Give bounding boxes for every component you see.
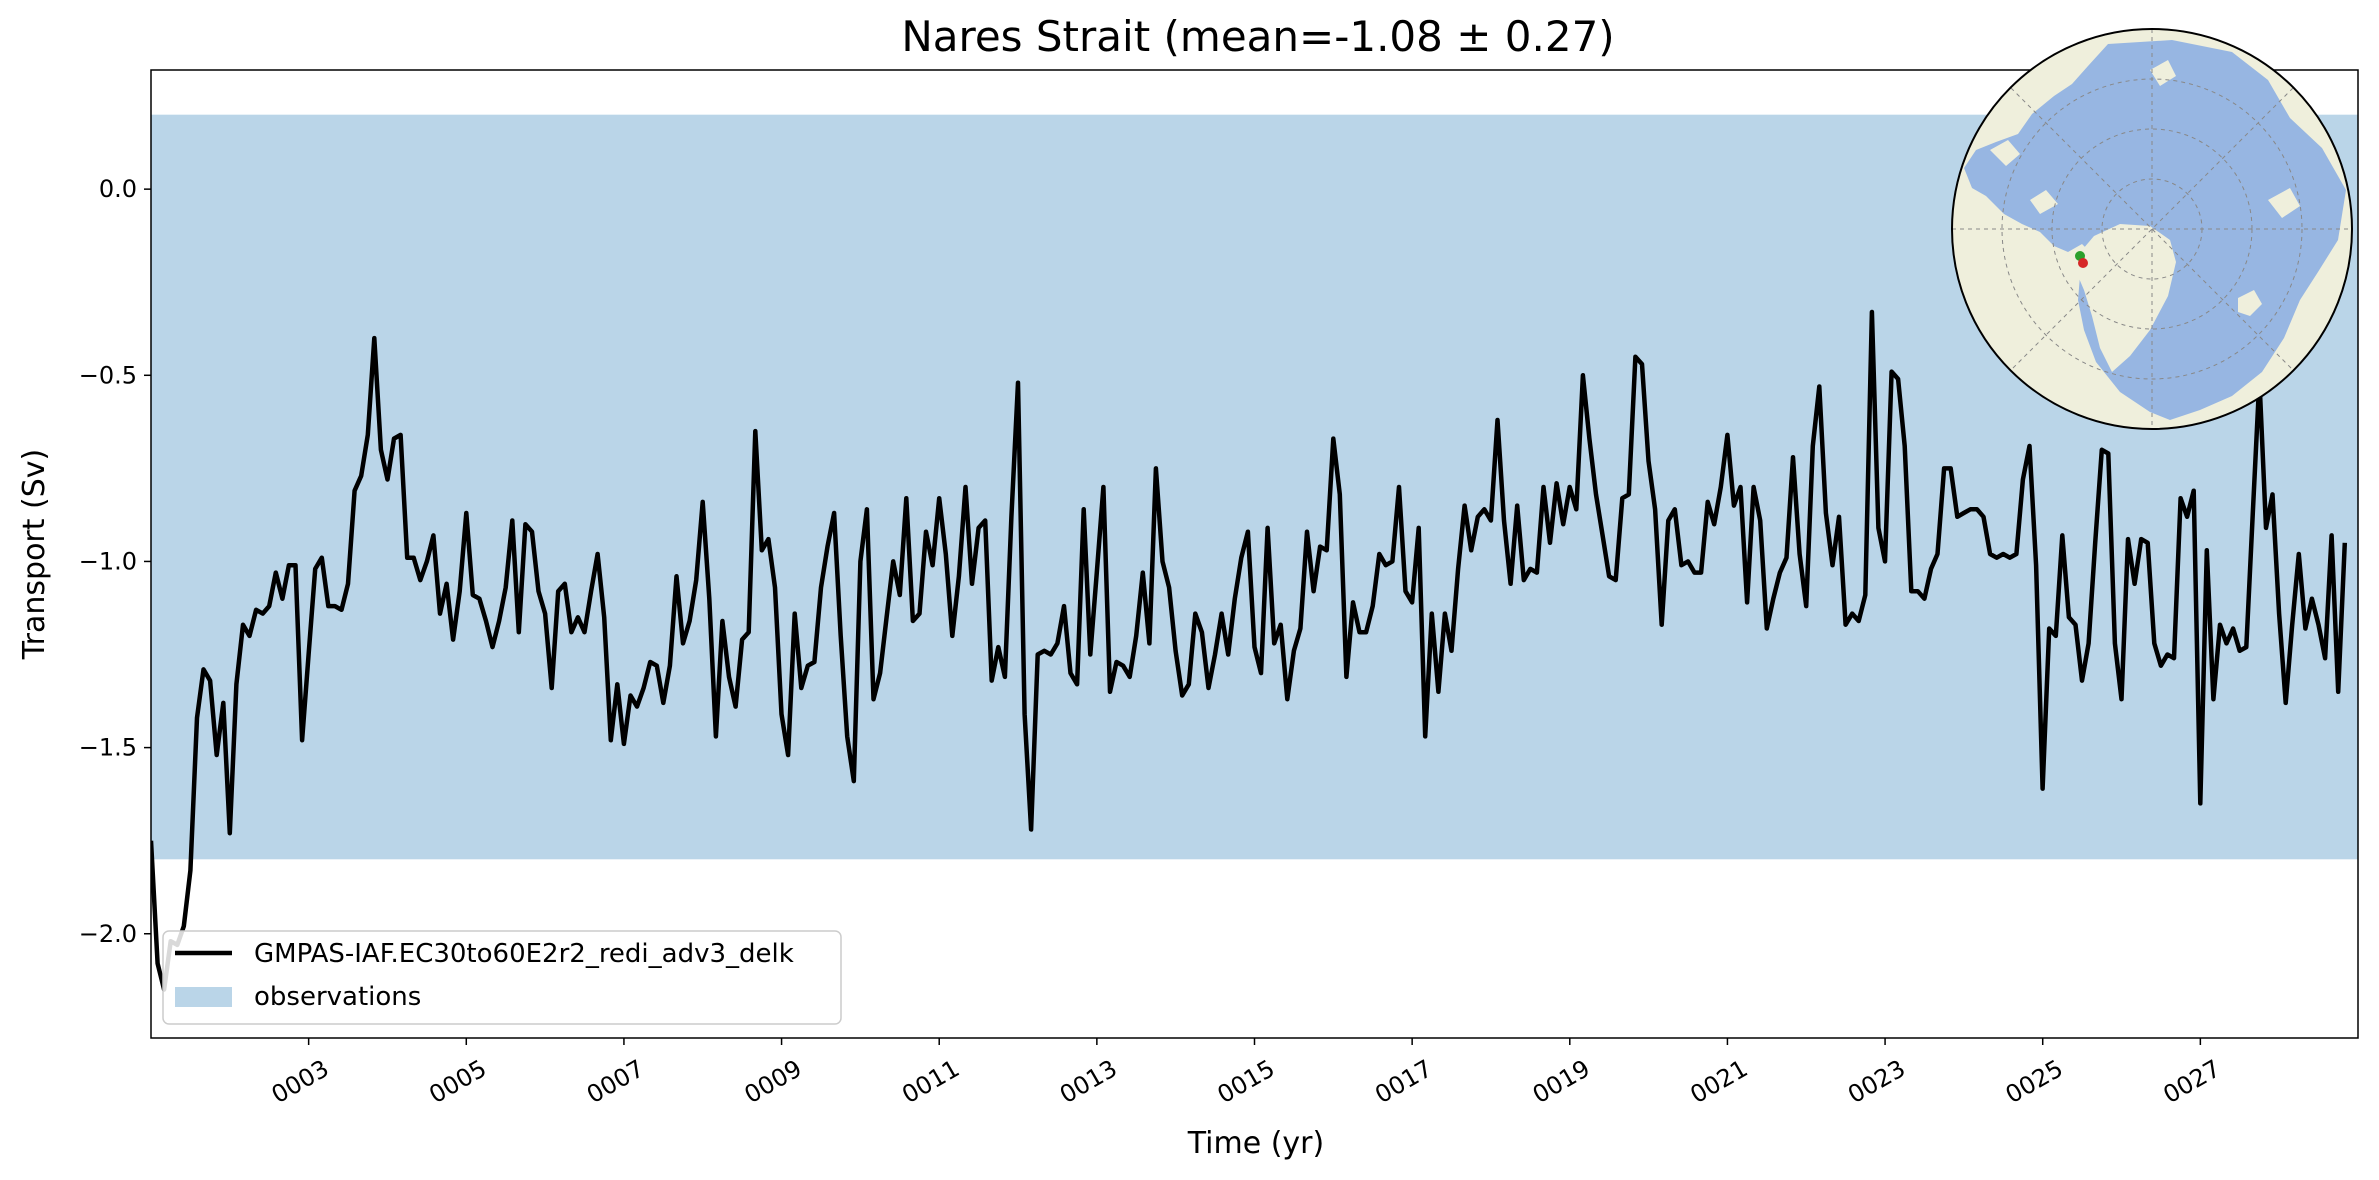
x-tick-label: 0005 <box>424 1054 491 1109</box>
x-tick-label: 0025 <box>2001 1054 2068 1109</box>
map-svalbard <box>2238 290 2262 316</box>
x-tick-label: 0013 <box>1055 1054 1122 1109</box>
y-tick-label: 0.0 <box>99 175 137 203</box>
x-axis-label: Time (yr) <box>1187 1126 1324 1161</box>
map-greenland <box>2072 224 2176 372</box>
x-tick-label: 0007 <box>582 1054 649 1109</box>
legend-observations-label: observations <box>254 982 421 1012</box>
inset-map <box>1951 28 2353 430</box>
legend-series-label: GMPAS-IAF.EC30to60E2r2_redi_adv3_delk <box>254 939 794 969</box>
y-tick-label: −2.0 <box>79 920 137 948</box>
x-tick-label: 0015 <box>1213 1054 1280 1109</box>
x-tick-label: 0003 <box>267 1054 334 1109</box>
x-tick-label: 0021 <box>1686 1054 1753 1109</box>
legend-observations-swatch <box>175 987 232 1007</box>
legend-box <box>162 930 842 1025</box>
x-axis: 0003 0005 0007 0009 0011 0013 0015 0017 0019 0021… <box>267 1038 2225 1109</box>
x-tick-label: 0027 <box>2158 1054 2225 1109</box>
map-graticule <box>1952 29 2352 429</box>
x-tick-label: 0019 <box>1528 1054 1595 1109</box>
x-tick-label: 0023 <box>1843 1054 1910 1109</box>
y-tick-label: −1.5 <box>79 734 137 762</box>
y-tick-label: −0.5 <box>79 361 137 389</box>
chart-title: Nares Strait (mean=-1.08 ± 0.27) <box>901 12 1614 61</box>
map-marker-end <box>2078 258 2088 268</box>
legend: GMPAS-IAF.EC30to60E2r2_redi_adv3_delk ob… <box>162 930 842 1025</box>
y-tick-label: −1.0 <box>79 547 137 575</box>
series-line-gmpas <box>151 309 2348 992</box>
y-axis: 0.0 −0.5 −1.0 −1.5 −2.0 <box>79 175 151 948</box>
x-tick-label: 0017 <box>1370 1054 1437 1109</box>
map-outline <box>1951 28 2353 430</box>
x-tick-label: 0011 <box>897 1054 964 1109</box>
y-axis-label: Transport (Sv) <box>17 449 52 661</box>
x-tick-label: 0009 <box>740 1054 807 1109</box>
